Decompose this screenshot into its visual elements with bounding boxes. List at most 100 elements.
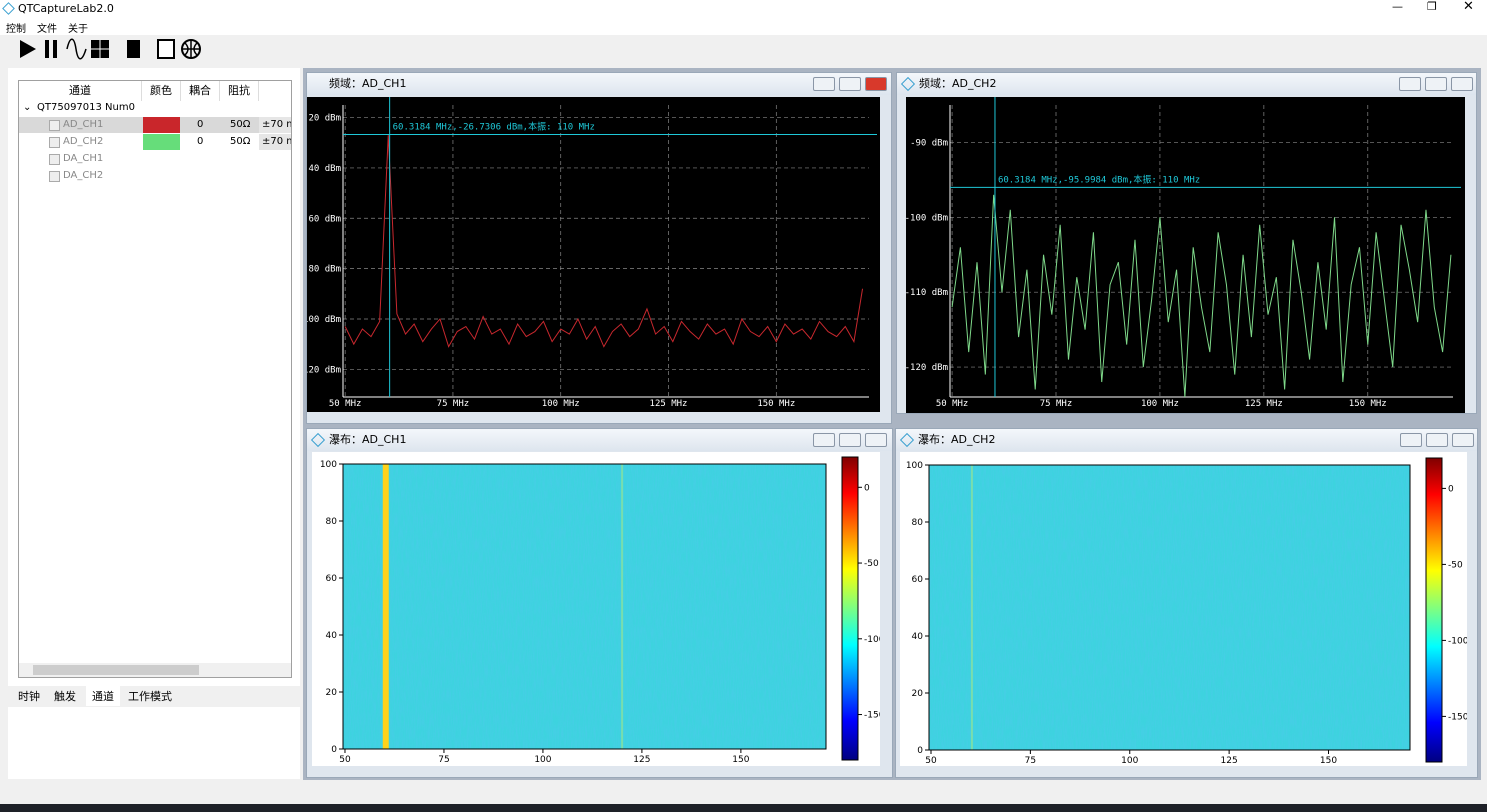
header: 阻抗 — [220, 81, 259, 101]
x-tick-label: 150 — [732, 755, 749, 765]
colorbar-label: -50 — [1448, 560, 1463, 570]
checkbox[interactable] — [49, 171, 60, 182]
y-tick-label: 20 — [326, 688, 338, 698]
y-tick-label: -120 dBm — [307, 365, 341, 375]
max[interactable] — [839, 433, 861, 447]
app-icon — [2, 2, 15, 15]
min[interactable] — [813, 433, 835, 447]
colorbar — [841, 456, 859, 761]
peak-stripe — [970, 465, 973, 750]
min[interactable] — [813, 77, 835, 91]
max[interactable] — [1426, 433, 1448, 447]
x-tick-label: 50 MHz — [329, 399, 362, 409]
scrollbar[interactable] — [19, 663, 291, 677]
x-tick-label: 125 — [633, 755, 650, 765]
trace — [951, 194, 1452, 397]
plot-frame — [928, 464, 1411, 751]
close[interactable]: ✕ — [1463, 0, 1474, 14]
min[interactable] — [1400, 433, 1422, 447]
waterfall-plot: 0 20 40 60 80 100 50 75 100 125 150 0 -50 -100 -150 — [312, 452, 880, 766]
y-tick-label: -60 dBm — [307, 214, 341, 224]
minimize[interactable]: — — [1392, 0, 1403, 13]
menu-item[interactable]: 关于 — [68, 24, 88, 35]
window-title: 瀑布：AD_CH2 — [918, 433, 996, 446]
color-swatch — [143, 117, 180, 133]
toolbar — [20, 38, 201, 60]
x-tick-label: 50 — [339, 755, 351, 765]
max[interactable] — [1425, 77, 1447, 91]
play-button[interactable] — [20, 40, 36, 58]
header: 通道 — [19, 81, 142, 101]
x-tick-label: 100 MHz — [1141, 399, 1179, 409]
close[interactable] — [1451, 77, 1473, 91]
checkbox[interactable] — [49, 120, 60, 131]
window-titlebar: 瀑布：AD_CH1 — [307, 429, 892, 451]
y-tick-label: -90 dBm — [910, 138, 948, 148]
save-button[interactable] — [127, 40, 140, 58]
taskbar — [0, 804, 1487, 812]
tab[interactable]: 工作模式 — [128, 690, 172, 703]
colorbar-label: -50 — [864, 559, 879, 569]
wave-button[interactable] — [66, 38, 87, 60]
close[interactable] — [865, 77, 887, 91]
y-tick-label: 80 — [912, 518, 924, 528]
heatmap-noise — [343, 464, 826, 749]
tree: 通道 颜色 耦合 阻抗 ⌄ QT75097013 Num0 AD_CH1 0 50Ω… — [18, 80, 292, 678]
x-tick-label: 75 MHz — [1040, 399, 1073, 409]
tabs: 时钟 触发 通道 工作模式 — [8, 686, 300, 706]
close[interactable] — [865, 433, 887, 447]
tab[interactable]: 通道 — [86, 686, 120, 706]
peak-stripe — [382, 464, 389, 749]
window-title: QTCaptureLab2.0 — [18, 2, 114, 15]
icon — [310, 432, 326, 448]
colorbar-label: -150 — [864, 711, 880, 721]
tab[interactable]: 触发 — [54, 690, 76, 703]
menu-bar: 控制 文件 关于 — [0, 17, 1487, 35]
color-swatch — [143, 134, 180, 150]
waterfall-plot: 0 20 40 60 80 100 50 75 100 125 150 0 -50 -100 -150 — [900, 452, 1467, 766]
header: 耦合 — [181, 81, 220, 101]
pause-button[interactable] — [45, 40, 49, 58]
x-tick-label: 150 MHz — [757, 399, 795, 409]
checkbox[interactable] — [49, 154, 60, 165]
colorbar-label: 0 — [864, 483, 870, 493]
coupling: 0 — [197, 136, 204, 147]
left-panel: 通道 颜色 耦合 阻抗 ⌄ QT75097013 Num0 AD_CH1 0 50Ω… — [8, 68, 300, 686]
x-tick-label: 75 MHz — [437, 399, 470, 409]
max[interactable] — [839, 77, 861, 91]
spectrum-plot: -90 dBm -100 dBm -110 dBm -120 dBm 50 MHz 75 … — [906, 97, 1465, 413]
y-tick-label: 40 — [326, 631, 338, 641]
min[interactable] — [1399, 77, 1421, 91]
x-tick-label: 50 — [925, 756, 937, 766]
checkbox[interactable] — [49, 137, 60, 148]
x-tick-label: 75 — [1025, 756, 1036, 766]
coupling: 0 — [197, 119, 204, 130]
scroll-thumb[interactable] — [33, 665, 199, 675]
doc-button[interactable] — [157, 39, 175, 59]
tab[interactable]: 时钟 — [18, 690, 40, 703]
y-tick-label: -120 dBm — [906, 363, 948, 373]
layout-grid — [91, 40, 109, 58]
icon — [899, 432, 915, 448]
close[interactable] — [1452, 433, 1474, 447]
colorbar-label: -150 — [1448, 712, 1467, 722]
x-tick-label: 50 MHz — [936, 399, 969, 409]
x-tick-label: 100 MHz — [542, 399, 580, 409]
y-tick-label: -80 dBm — [307, 265, 341, 275]
colorbar-label: -100 — [864, 635, 880, 645]
menu-item[interactable]: 控制 — [6, 24, 26, 35]
maximize[interactable]: ❐ — [1427, 0, 1437, 13]
range: ±70 m — [259, 117, 291, 133]
x-tick-label: 100 — [1121, 756, 1138, 766]
x-tick-label: 150 MHz — [1349, 399, 1387, 409]
menu-item[interactable]: 文件 — [37, 24, 57, 35]
window-title: 频域：AD_CH2 — [919, 77, 997, 90]
spectrum-plot: -20 dBm -40 dBm -60 dBm -80 dBm -100 dBm -120… — [307, 97, 880, 412]
y-tick-label: 80 — [326, 517, 338, 527]
x-tick-label: 150 — [1320, 756, 1337, 766]
expander[interactable]: ⌄ — [23, 102, 32, 113]
impedance: 50Ω — [230, 136, 251, 147]
y-tick-label: -100 dBm — [307, 315, 341, 325]
y-tick-label: 40 — [912, 632, 924, 642]
tab-content — [8, 707, 300, 779]
